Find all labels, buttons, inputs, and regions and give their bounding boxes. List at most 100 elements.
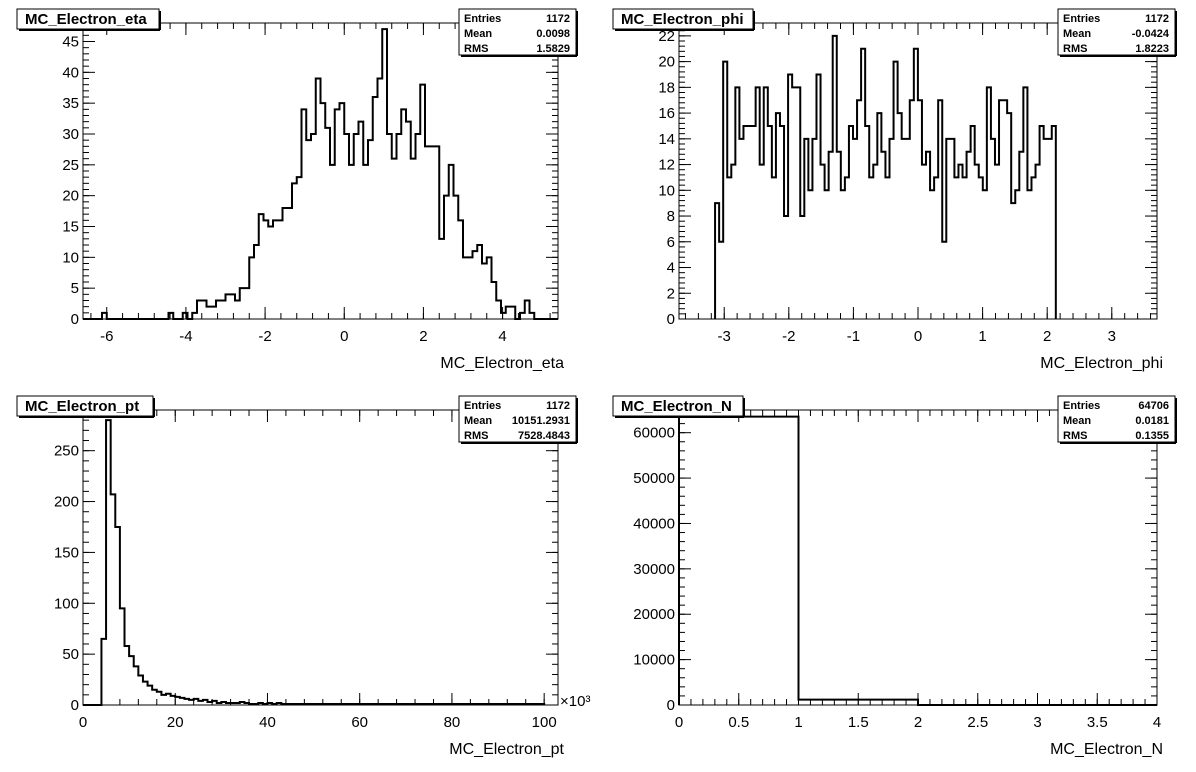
- histogram-bin: [221, 301, 226, 320]
- histogram-bin: [1003, 100, 1007, 319]
- x-tick-label: 0: [79, 714, 87, 731]
- histogram-bin: [853, 139, 857, 319]
- stats-value: 1.5829: [536, 43, 570, 55]
- histogram-bin: [902, 139, 906, 319]
- x-tick-label: 100: [532, 714, 557, 731]
- title-box: MC_Electron_phi: [612, 8, 755, 31]
- stats-value: 1172: [1145, 13, 1169, 25]
- histogram-bin: [898, 113, 902, 319]
- histogram-bin: [378, 79, 383, 320]
- stats-value: 0.1355: [1135, 430, 1169, 442]
- histogram-bin: [387, 134, 392, 319]
- histogram-bin: [349, 165, 354, 319]
- stats-label: Entries: [1063, 13, 1100, 25]
- histogram-bin: [340, 103, 345, 319]
- y-tick-label: 40: [62, 64, 79, 81]
- histogram-bin: [930, 190, 934, 319]
- y-tick-label: 50000: [633, 470, 675, 487]
- x-tick-label: 2: [419, 328, 427, 345]
- y-tick-label: 10: [62, 249, 79, 266]
- x-tick-label: -1: [847, 328, 860, 345]
- plot-frame: [678, 409, 1158, 706]
- x-multiplier-label: ×10³: [560, 693, 590, 710]
- x-axis-label: MC_Electron_eta: [440, 355, 564, 372]
- plot-frame: [82, 409, 559, 706]
- stats-value: -0.0424: [1132, 28, 1170, 40]
- y-tick-label: 16: [658, 105, 675, 122]
- histogram-bin: [468, 257, 473, 319]
- x-tick-label: 3: [1033, 714, 1041, 731]
- plot-title: MC_Electron_N: [621, 398, 732, 415]
- histogram-bin: [934, 177, 938, 319]
- histogram-bin: [873, 165, 877, 319]
- histogram-bin: [719, 242, 723, 319]
- x-tick-label: 1.5: [848, 714, 869, 731]
- histogram-bin: [482, 264, 487, 320]
- histogram-bin: [995, 165, 999, 319]
- histogram-bin: [942, 242, 946, 319]
- plot-frame: [82, 22, 559, 320]
- histogram-bin: [727, 177, 731, 319]
- stats-label: Mean: [464, 28, 492, 40]
- x-tick-label: 4: [498, 328, 506, 345]
- x-tick-label: 0.5: [728, 714, 749, 731]
- histogram-bin: [397, 134, 402, 319]
- histogram-bin: [278, 220, 283, 319]
- histogram-bin: [731, 165, 735, 319]
- y-tick-label: 0: [71, 311, 79, 328]
- histogram-line: [714, 34, 1057, 319]
- title-box: MC_Electron_eta: [16, 8, 161, 31]
- histogram-bin: [841, 190, 845, 319]
- plot-title: MC_Electron_pt: [25, 398, 139, 415]
- y-tick-label: 6: [667, 234, 675, 251]
- histogram-bin: [161, 695, 166, 705]
- y-tick-label: 12: [658, 157, 675, 174]
- histogram-bin: [1036, 165, 1040, 319]
- stats-label: RMS: [1063, 430, 1087, 442]
- histogram-bin: [401, 109, 406, 319]
- stats-value: 0.0098: [536, 28, 570, 40]
- y-tick-label: 200: [54, 494, 79, 511]
- x-tick-label: -4: [179, 328, 192, 345]
- histogram-bin: [800, 216, 804, 319]
- histogram-bin: [363, 165, 368, 319]
- stats-value: 1172: [546, 400, 570, 412]
- histogram-bin: [321, 103, 326, 319]
- x-axis-label: MC_Electron_N: [1050, 741, 1163, 758]
- histogram-bin: [748, 126, 752, 319]
- stats-box: Entries 1172 Mean 0.0098 RMS 1.5829: [458, 8, 578, 57]
- histogram-bin: [425, 146, 430, 319]
- y-tick-label: 50: [62, 646, 79, 663]
- histogram-bin: [958, 165, 962, 319]
- histogram-bin: [311, 134, 316, 319]
- x-tick-label: -6: [100, 328, 113, 345]
- stats-label: Mean: [1063, 415, 1091, 427]
- histogram-bin: [430, 146, 435, 319]
- histogram-bin: [268, 227, 273, 320]
- histogram-line: [678, 415, 1157, 706]
- y-tick-label: 2: [667, 285, 675, 302]
- histogram-bin: [679, 417, 799, 705]
- stats-label: Entries: [464, 13, 501, 25]
- y-tick-label: 14: [658, 131, 675, 148]
- histogram-bin: [1011, 203, 1015, 319]
- stats-label: Mean: [464, 415, 492, 427]
- histogram-bin: [845, 177, 849, 319]
- histogram-bin: [1044, 139, 1048, 319]
- stats-value: 1.8223: [1135, 43, 1169, 55]
- histogram-bin: [264, 220, 269, 319]
- histogram-bin: [245, 288, 250, 319]
- y-tick-label: 18: [658, 79, 675, 96]
- y-tick-label: 4: [667, 260, 675, 277]
- y-tick-label: 20000: [633, 606, 675, 623]
- histogram-line: [83, 419, 546, 706]
- y-tick-label: 25: [62, 157, 79, 174]
- histogram-bin: [473, 251, 478, 319]
- x-tick-label: 1: [794, 714, 802, 731]
- histogram-bin: [211, 307, 216, 319]
- histogram-bin: [287, 208, 292, 319]
- histogram-bin: [983, 190, 987, 319]
- y-tick-label: 30000: [633, 561, 675, 578]
